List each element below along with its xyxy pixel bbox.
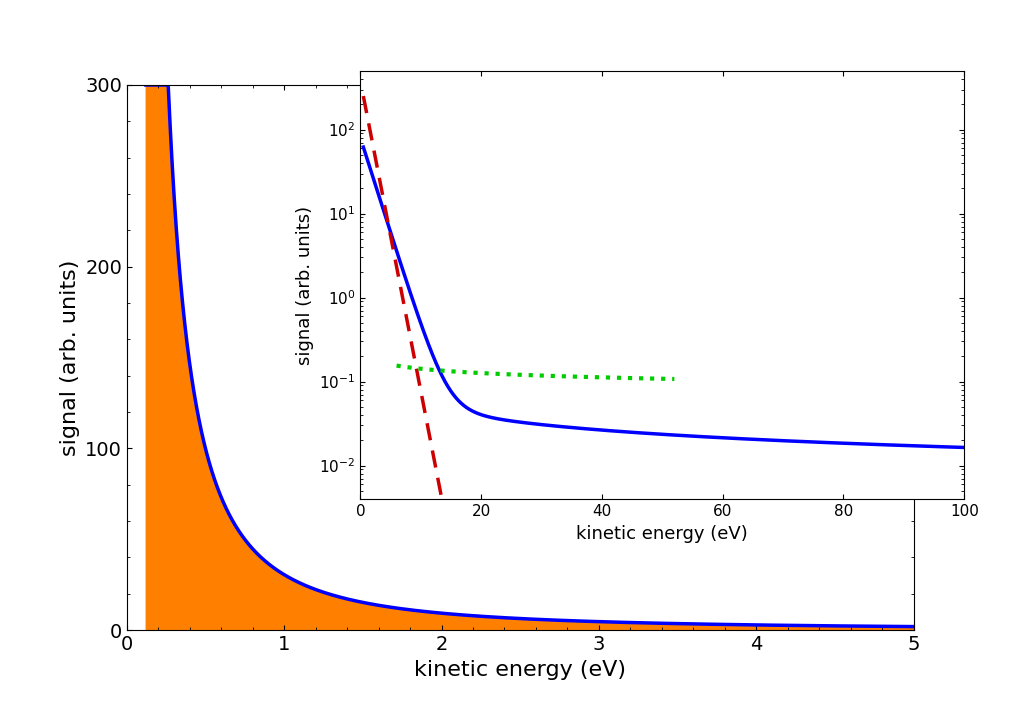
X-axis label: kinetic energy (eV): kinetic energy (eV) — [577, 525, 748, 542]
X-axis label: kinetic energy (eV): kinetic energy (eV) — [414, 660, 626, 680]
Y-axis label: signal (arb. units): signal (arb. units) — [60, 259, 79, 456]
Y-axis label: signal (arb. units): signal (arb. units) — [295, 205, 314, 365]
